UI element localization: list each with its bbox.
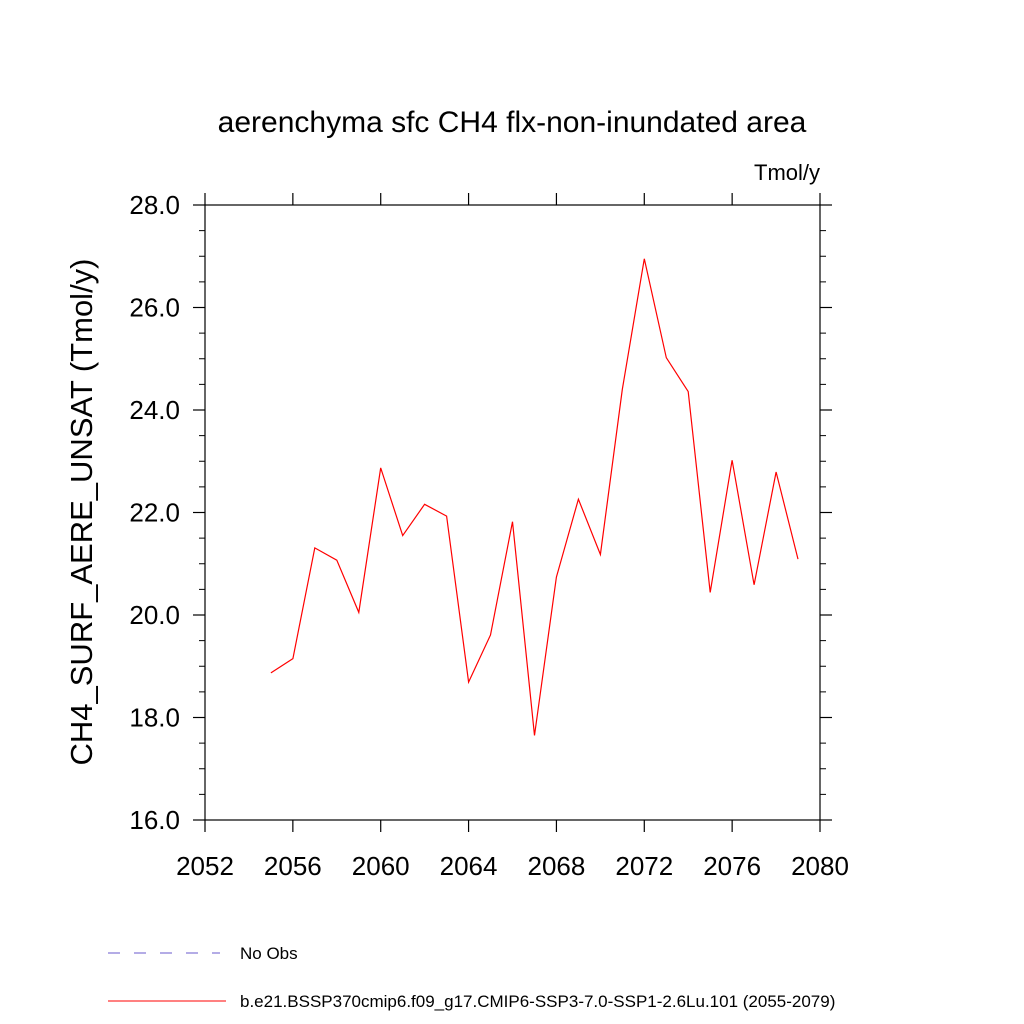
x-tick-label: 2056 (264, 851, 322, 881)
x-tick-label: 2060 (352, 851, 410, 881)
axis-ticks (193, 193, 832, 832)
legend-label-no-obs: No Obs (240, 944, 298, 963)
series-lines (270, 258, 799, 736)
x-tick-label: 2080 (791, 851, 849, 881)
x-tick-label: 2076 (703, 851, 761, 881)
y-tick-label: 20.0 (129, 600, 180, 630)
x-tick-label: 2064 (440, 851, 498, 881)
y-tick-label: 22.0 (129, 498, 180, 528)
axis-tick-labels: 2052 2056 2060 2064 2068 2072 2076 2080 16.0 18.0… (129, 190, 849, 881)
x-tick-label: 2052 (176, 851, 234, 881)
legend: No Obs b.e21.BSSP370cmip6.f09_g17.CMIP6-… (108, 944, 835, 1011)
y-tick-label: 18.0 (129, 703, 180, 733)
x-tick-label: 2072 (615, 851, 673, 881)
plot-frame (204, 204, 821, 821)
legend-label-model: b.e21.BSSP370cmip6.f09_g17.CMIP6-SSP3-7.… (240, 992, 835, 1011)
x-tick-label: 2068 (528, 851, 586, 881)
y-axis-label: CH4_SURF_AERE_UNSAT (Tmol/y) (64, 258, 99, 765)
series-line (270, 258, 799, 736)
y-tick-label: 28.0 (129, 190, 180, 220)
y-tick-label: 26.0 (129, 293, 180, 323)
units-label: Tmol/y (754, 160, 820, 185)
y-tick-label: 16.0 (129, 805, 180, 835)
chart-title: aerenchyma sfc CH4 flx-non-inundated are… (218, 106, 807, 139)
y-tick-label: 24.0 (129, 395, 180, 425)
